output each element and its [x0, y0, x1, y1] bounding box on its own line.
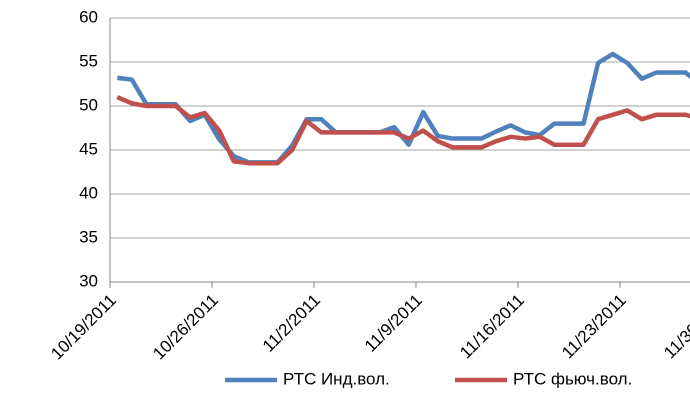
- y-tick-label: 35: [79, 227, 98, 246]
- y-tick-label: 45: [79, 139, 98, 158]
- x-tick-label: 11/30/2011: [660, 291, 690, 363]
- x-tick-label: 11/23/2011: [558, 291, 630, 363]
- x-tick-label: 11/9/2011: [361, 291, 426, 356]
- x-tick-label: 11/2/2011: [259, 291, 324, 356]
- series-line: [117, 51, 690, 165]
- y-tick-label: 55: [79, 51, 98, 70]
- legend-label: РТС Инд.вол.: [283, 369, 390, 388]
- y-tick-label: 40: [79, 183, 98, 202]
- x-tick-label: 11/16/2011: [456, 291, 528, 363]
- x-tick-label: 10/19/2011: [47, 291, 120, 364]
- legend-label: РТС фьюч.вол.: [513, 369, 632, 388]
- y-tick-label: 60: [79, 7, 98, 26]
- y-tick-label: 50: [79, 95, 98, 114]
- x-tick-label: 10/26/2011: [149, 291, 222, 364]
- y-tick-label: 30: [79, 271, 98, 290]
- series-line: [116, 95, 690, 166]
